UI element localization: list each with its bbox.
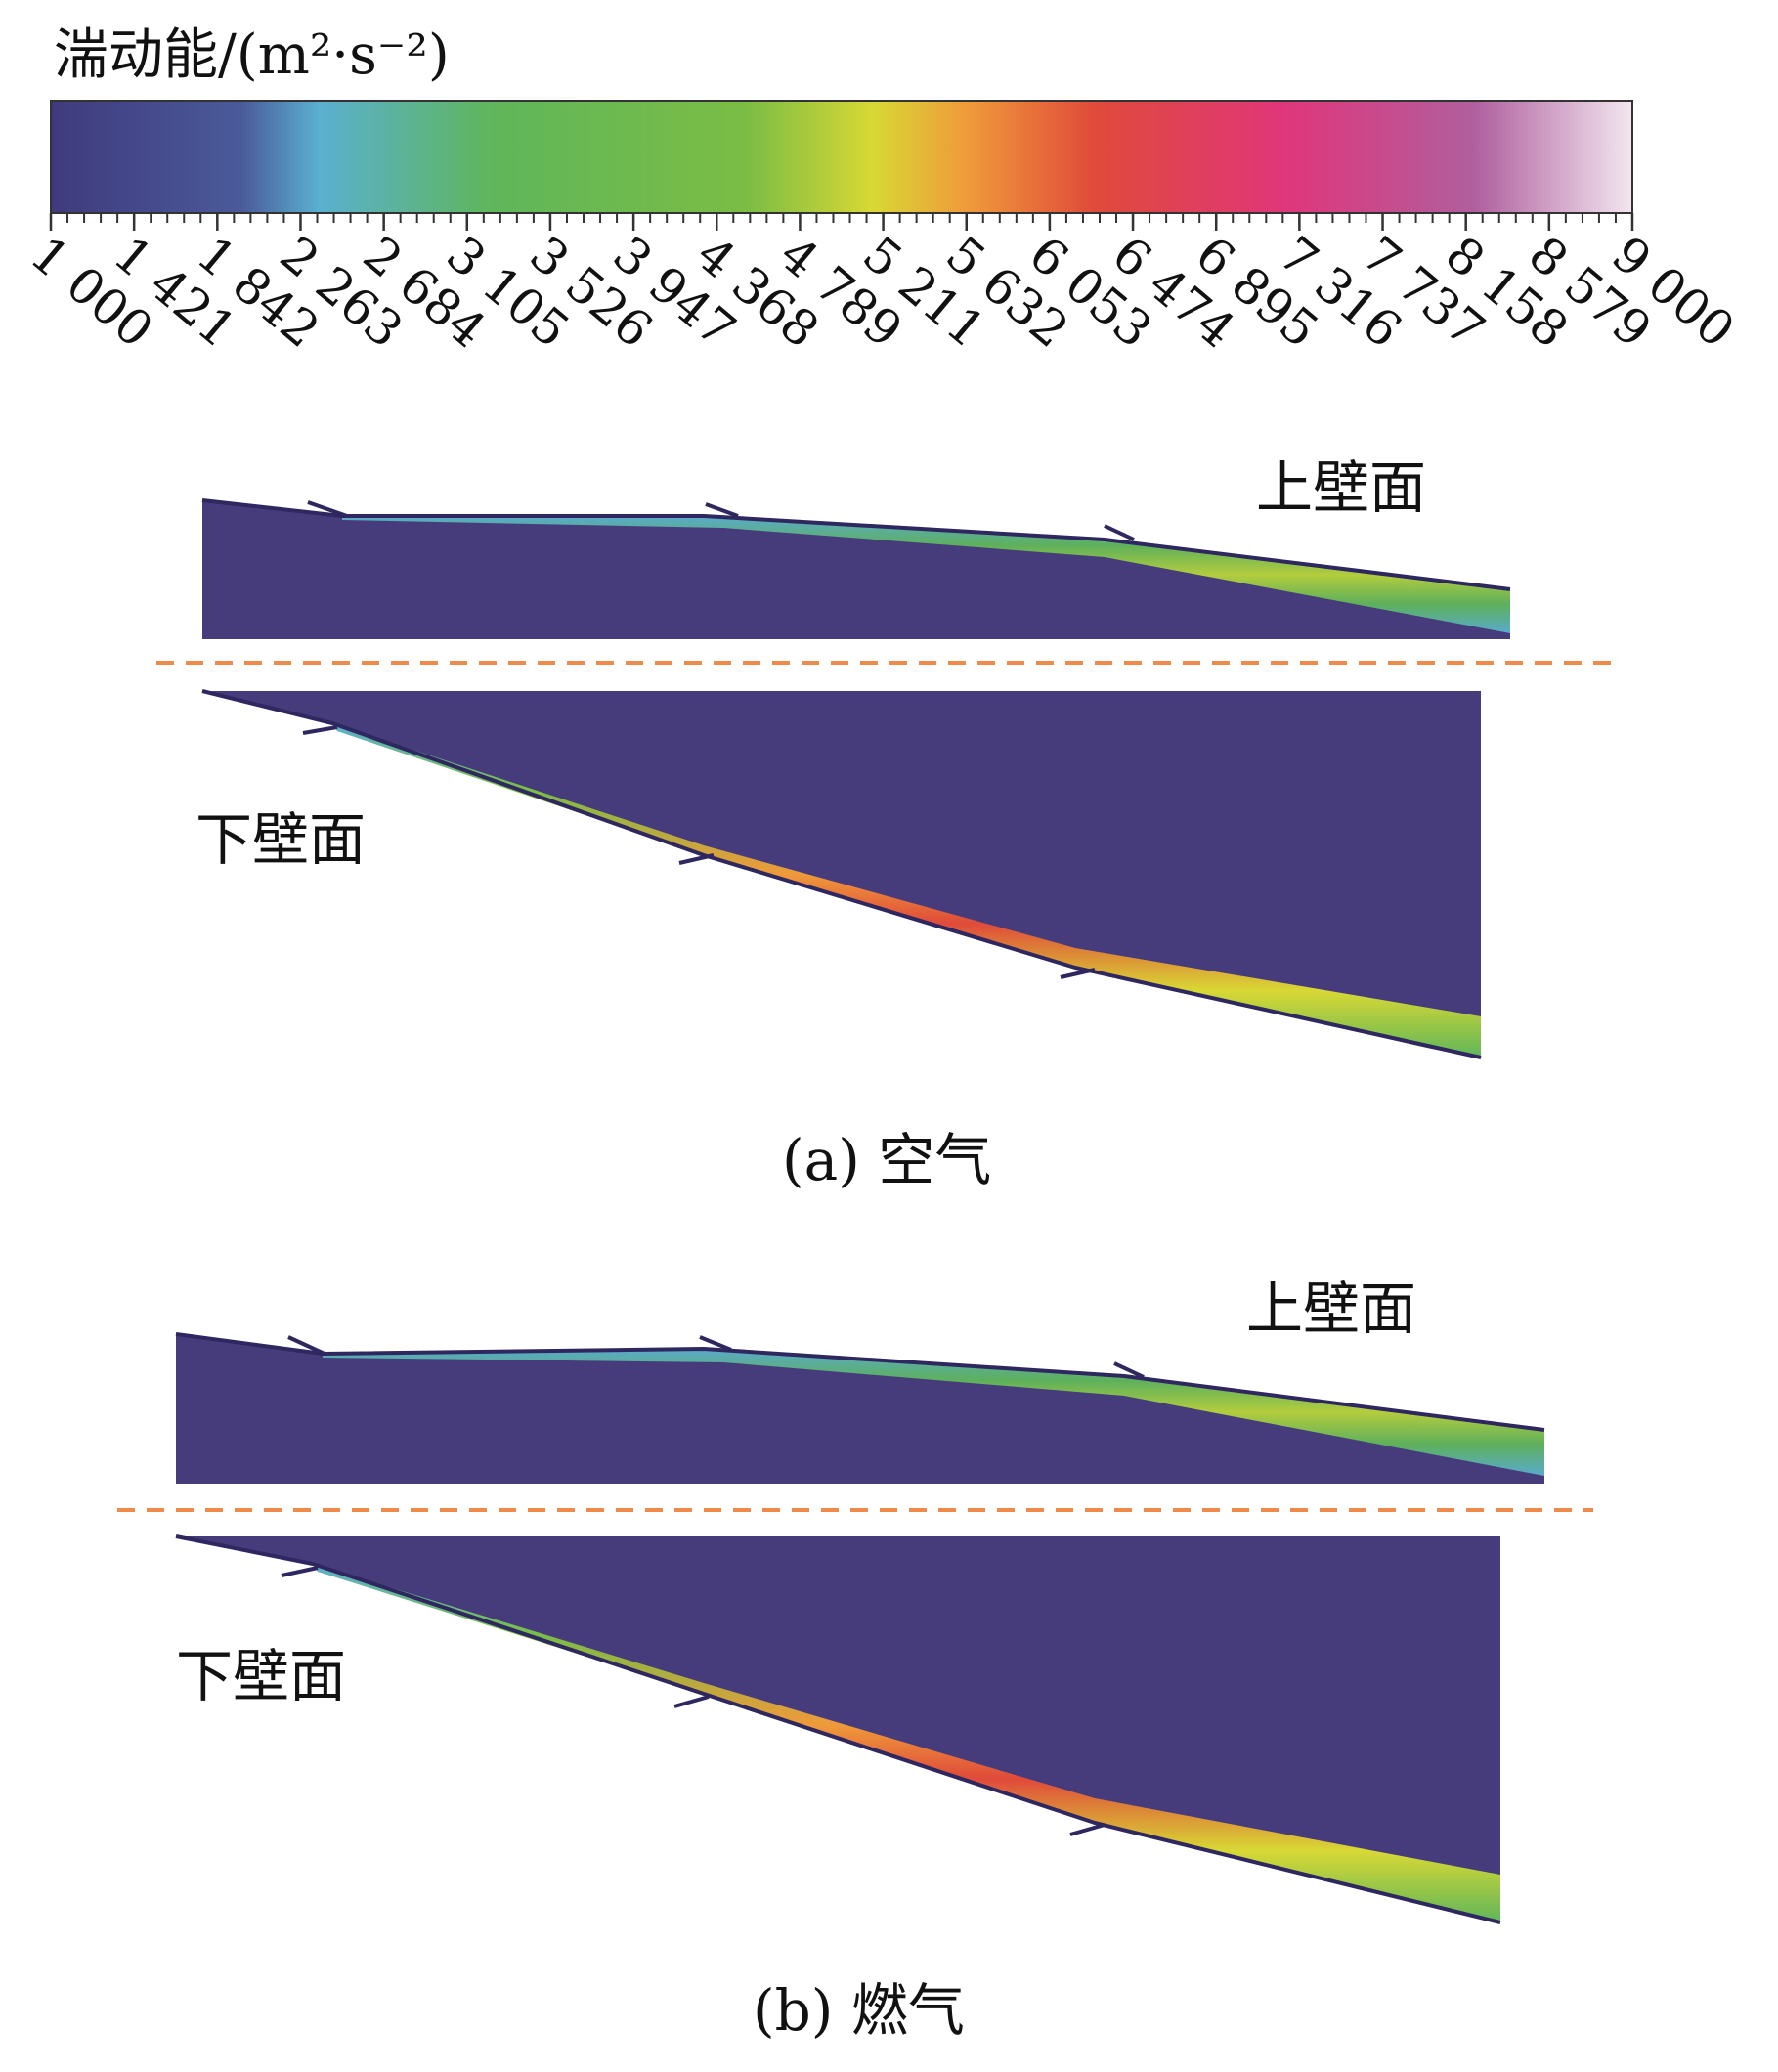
- upper-wall-region: [202, 500, 1510, 639]
- lower-wall-label: 下壁面: [195, 806, 367, 873]
- upper-wall-film-holes: [307, 500, 1135, 541]
- lower-wall-outline: [201, 689, 1482, 1059]
- lower-wall-label: 下壁面: [176, 1643, 347, 1709]
- upper-wall-outline: [201, 498, 1511, 591]
- upper-wall-film-band: [323, 1349, 1544, 1476]
- upper-wall-film-band: [342, 516, 1510, 633]
- lower-wall-film-holes: [281, 1566, 1106, 1836]
- upper-wall-region: [176, 1334, 1544, 1484]
- lower-wall-film-band: [332, 723, 1481, 1058]
- colorbar-title: 湍动能/(m²·s⁻²): [54, 23, 450, 87]
- caption-a: (a) 空气: [782, 1127, 992, 1193]
- upper-wall-film-holes: [287, 1335, 1145, 1379]
- lower-wall-film-holes: [302, 725, 1096, 979]
- panel-a: [156, 498, 1623, 1059]
- lower-wall-film-band: [313, 1564, 1500, 1922]
- upper-wall-outline: [175, 1332, 1545, 1432]
- upper-wall-label: 上壁面: [1246, 1275, 1417, 1342]
- lower-wall-outline: [175, 1534, 1501, 1924]
- upper-wall-label: 上壁面: [1256, 454, 1427, 521]
- colorbar-gradient: [50, 100, 1633, 214]
- caption-b: (b) 燃气: [753, 1977, 965, 2044]
- colorbar-ticks: [49, 213, 1634, 231]
- panel-b: [117, 1332, 1593, 1924]
